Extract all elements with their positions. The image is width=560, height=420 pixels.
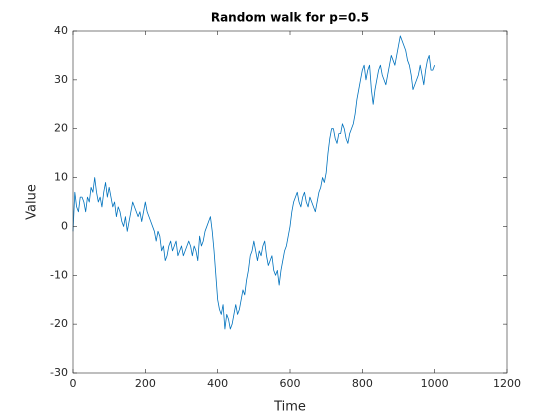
- x-tick-label: 1200: [493, 377, 521, 390]
- x-axis-label: Time: [273, 400, 306, 415]
- y-tick-label: 10: [54, 171, 68, 184]
- x-tick-label: 400: [207, 377, 228, 390]
- x-tick-label: 1000: [421, 377, 449, 390]
- y-tick-label: 40: [54, 24, 68, 37]
- x-tick-label: 600: [280, 377, 301, 390]
- y-tick-label: -30: [50, 366, 68, 379]
- data-line: [72, 35, 436, 330]
- chart-title: Random walk for p=0.5: [211, 11, 369, 25]
- x-tick-label: 200: [135, 377, 156, 390]
- y-tick-label: -10: [50, 268, 68, 281]
- x-tick-label: 0: [70, 377, 77, 390]
- x-tick-label: 800: [352, 377, 373, 390]
- y-axis-label: Value: [25, 184, 40, 220]
- y-tick-label: 0: [61, 219, 68, 232]
- y-tick-label: -20: [50, 317, 68, 330]
- y-tick-label: 30: [54, 73, 68, 86]
- y-tick-label: 20: [54, 122, 68, 135]
